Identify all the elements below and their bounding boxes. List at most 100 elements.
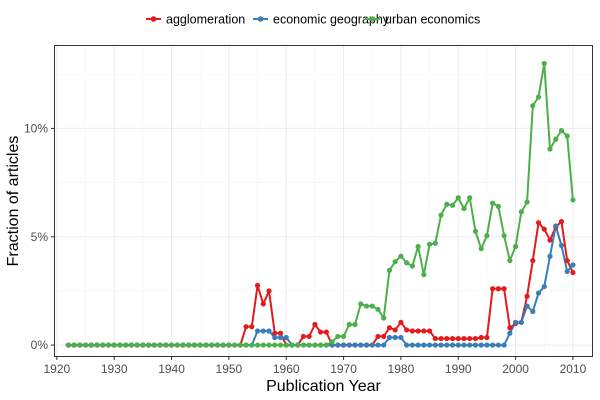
data-point-urban-economics [404, 260, 410, 266]
x-tick-label: 1990 [445, 362, 472, 376]
data-point-urban-economics [558, 127, 565, 134]
data-point-economic-geography [478, 342, 484, 348]
data-point-economic-geography [547, 253, 553, 259]
data-point-economic-geography [438, 342, 444, 348]
data-point-economic-geography [409, 342, 415, 348]
data-point-agglomeration [421, 328, 427, 334]
data-point-agglomeration [386, 325, 393, 331]
data-point-economic-geography [444, 342, 450, 348]
data-point-economic-geography [484, 342, 490, 348]
data-point-urban-economics [209, 342, 215, 348]
data-point-economic-geography [352, 342, 358, 348]
data-point-urban-economics [123, 342, 129, 348]
data-point-economic-geography [398, 334, 404, 341]
data-point-economic-geography [340, 342, 347, 348]
data-point-urban-economics [128, 342, 135, 348]
data-point-agglomeration [243, 324, 249, 330]
data-point-agglomeration [432, 335, 438, 342]
data-point-economic-geography [472, 342, 479, 348]
legend-item-urban-economics: urban economics [365, 13, 480, 27]
data-point-economic-geography [369, 342, 375, 348]
data-point-agglomeration [570, 269, 576, 276]
data-point-urban-economics [88, 342, 94, 348]
data-point-urban-economics [553, 136, 559, 142]
data-point-urban-economics [77, 342, 83, 348]
data-point-urban-economics [283, 342, 289, 348]
data-point-urban-economics [490, 200, 496, 206]
data-point-urban-economics [289, 342, 295, 348]
series-points [65, 60, 576, 348]
data-point-urban-economics [134, 342, 140, 348]
data-point-economic-geography [570, 262, 576, 268]
data-point-urban-economics [329, 339, 335, 345]
data-point-economic-geography [518, 319, 524, 325]
data-point-urban-economics [254, 342, 261, 348]
data-point-urban-economics [541, 60, 547, 67]
data-point-economic-geography [375, 342, 381, 348]
data-point-urban-economics [306, 342, 312, 348]
data-point-urban-economics [530, 103, 536, 109]
legend-key-point [369, 16, 376, 22]
data-point-agglomeration [415, 328, 421, 334]
data-point-agglomeration [495, 286, 501, 292]
data-point-agglomeration [398, 319, 404, 325]
x-tick-label: 1950 [216, 362, 243, 376]
data-point-urban-economics [507, 257, 513, 264]
data-point-economic-geography [530, 308, 536, 315]
y-tick-label: 0% [31, 338, 49, 352]
x-tick-label: 1970 [330, 362, 357, 376]
data-point-urban-economics [346, 321, 352, 328]
x-tick-label: 2010 [560, 362, 587, 376]
data-point-agglomeration [300, 333, 307, 340]
data-point-urban-economics [398, 253, 404, 259]
data-point-agglomeration [254, 282, 261, 289]
data-point-urban-economics [277, 342, 284, 348]
data-point-urban-economics [444, 201, 450, 207]
data-point-agglomeration [455, 335, 461, 342]
data-point-agglomeration [558, 218, 565, 225]
data-point-urban-economics [369, 303, 375, 309]
data-point-urban-economics [547, 146, 553, 152]
data-point-urban-economics [243, 342, 249, 348]
data-point-agglomeration [484, 334, 490, 341]
data-point-agglomeration [272, 330, 278, 336]
y-axis: 0% 5% 10% [24, 121, 54, 352]
data-point-urban-economics [312, 342, 318, 348]
data-point-economic-geography [512, 319, 519, 325]
data-point-economic-geography [421, 342, 427, 348]
data-point-agglomeration [547, 237, 553, 243]
data-point-economic-geography [535, 290, 542, 296]
data-point-urban-economics [438, 212, 444, 218]
legend-item-economic-geography: economic geography [253, 13, 390, 27]
data-point-urban-economics [363, 303, 370, 309]
data-point-urban-economics [174, 342, 180, 348]
data-point-urban-economics [455, 195, 461, 201]
data-point-economic-geography [495, 342, 501, 348]
data-point-urban-economics [94, 342, 100, 348]
data-point-urban-economics [484, 233, 490, 239]
data-point-agglomeration [524, 293, 530, 299]
data-point-urban-economics [375, 306, 381, 312]
x-tick-label: 1940 [158, 362, 185, 376]
data-point-urban-economics [249, 342, 255, 348]
data-point-agglomeration [461, 335, 467, 342]
data-point-economic-geography [272, 334, 278, 341]
data-point-urban-economics [352, 321, 358, 328]
legend-key-point [150, 16, 157, 22]
data-point-agglomeration [467, 335, 473, 342]
data-point-urban-economics [564, 133, 570, 139]
data-point-urban-economics [535, 94, 542, 100]
data-point-economic-geography [467, 342, 473, 348]
data-point-urban-economics [409, 263, 415, 269]
data-point-urban-economics [117, 342, 123, 348]
y-tick-label: 10% [24, 121, 48, 135]
data-point-urban-economics [237, 342, 243, 348]
data-point-urban-economics [426, 241, 433, 247]
data-point-urban-economics [524, 199, 530, 205]
y-axis-title: Fraction of articles [5, 136, 22, 267]
data-point-urban-economics [191, 342, 198, 348]
data-point-agglomeration [449, 335, 456, 342]
